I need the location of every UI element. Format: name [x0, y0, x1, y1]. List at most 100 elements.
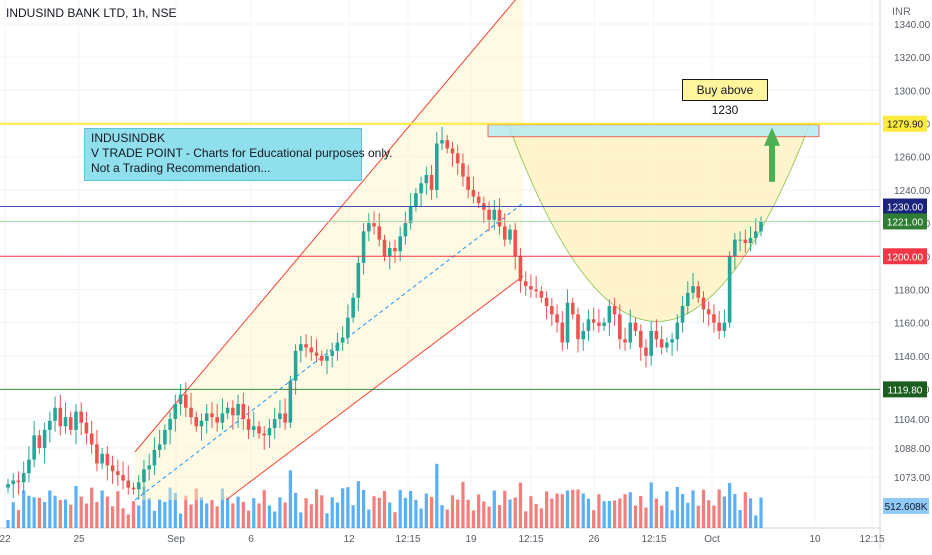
volume-bar	[304, 498, 308, 528]
candle-body	[680, 306, 685, 323]
volume-bar	[717, 489, 721, 528]
volume-bar	[346, 487, 350, 528]
candle-body	[476, 196, 481, 204]
chart-title: INDUSIND BANK LTD, 1h, NSE	[6, 6, 177, 20]
candle-body	[665, 342, 669, 348]
candle-body	[299, 344, 303, 351]
volume-bar	[492, 490, 496, 528]
candle-body	[147, 465, 151, 470]
x-tick-label: 19	[465, 534, 477, 545]
candle-body	[267, 428, 272, 436]
volume-bar	[759, 497, 763, 528]
volume-bar	[22, 490, 26, 528]
candle-body	[257, 426, 261, 434]
candle-body	[581, 330, 586, 340]
candle-body	[309, 347, 314, 353]
y-tick-label: 1160.00	[894, 319, 930, 330]
volume-bar	[565, 490, 570, 528]
volume-bar	[194, 488, 198, 528]
volume-bar	[100, 490, 104, 528]
candle-body	[424, 174, 429, 184]
x-tick-label: 12:15	[641, 534, 666, 545]
volume-bar	[158, 499, 162, 528]
volume-bar	[267, 505, 272, 528]
candle-body	[570, 302, 575, 315]
volume-bar	[226, 497, 230, 528]
candle-body	[753, 231, 758, 239]
volume-bar	[199, 497, 204, 528]
volume-bar	[341, 488, 345, 528]
candle-body	[105, 453, 110, 466]
candle-body	[42, 429, 47, 448]
volume-bar	[482, 501, 486, 528]
volume-bar	[131, 501, 136, 528]
volume-bar	[597, 494, 601, 528]
price-tag-label: 1119.80	[888, 385, 923, 396]
volume-bar	[592, 510, 596, 528]
volume-bar	[503, 490, 507, 528]
volume-bar	[733, 494, 737, 528]
x-tick-label: 12:15	[518, 534, 543, 545]
volume-bar	[545, 491, 549, 528]
volume-bar	[707, 500, 711, 528]
volume-bar	[142, 486, 146, 528]
volume-bar	[58, 500, 62, 528]
candle-body	[560, 322, 565, 343]
candle-body	[11, 480, 16, 485]
volume-bar	[440, 505, 444, 528]
note-annotation[interactable]: INDUSINDBK V TRADE POINT - Charts for Ed…	[84, 128, 392, 181]
price-tag-label: 1200.00	[887, 252, 924, 263]
candle-body	[288, 380, 293, 423]
volume-bar	[497, 505, 502, 528]
candle-body	[696, 286, 701, 298]
candle-body	[591, 319, 596, 323]
x-tick-label: 22	[0, 534, 11, 545]
volume-bar	[184, 495, 188, 528]
candle-body	[89, 433, 94, 445]
candle-body	[555, 314, 559, 323]
candle-body	[712, 314, 716, 323]
price-tag-support	[883, 381, 927, 398]
candle-body	[586, 319, 591, 331]
currency-label: INR	[892, 6, 911, 18]
volume-bar	[691, 490, 695, 528]
volume-bar	[743, 492, 747, 528]
candle-body	[717, 322, 721, 331]
candle-body	[183, 394, 188, 408]
volume-bar	[74, 486, 78, 528]
candle-body	[199, 420, 204, 427]
candle-body	[597, 322, 601, 326]
volume-bar	[738, 510, 742, 528]
candle-body	[502, 226, 507, 240]
x-tick-label: 12	[343, 534, 355, 545]
candle-body	[497, 209, 502, 227]
volume-bar	[623, 494, 627, 528]
volume-bar	[257, 503, 261, 528]
x-tick-label: 26	[588, 534, 600, 545]
x-tick-label: 25	[73, 534, 85, 545]
volume-bar	[294, 492, 298, 528]
candle-body	[194, 417, 199, 427]
candle-body	[27, 459, 31, 474]
candle-body	[173, 404, 178, 419]
candle-body	[189, 407, 193, 418]
note-line: INDUSINDBK	[91, 131, 166, 145]
price-tag-label: 1279.90	[887, 120, 924, 131]
candle-body	[403, 223, 408, 237]
volume-bar	[487, 506, 491, 528]
y-tick-label: 1180.00	[894, 285, 930, 296]
volume-bar	[393, 512, 397, 528]
volume-bar	[43, 502, 47, 528]
candle-body	[654, 330, 659, 340]
buy-annotation[interactable]: Buy above 1230	[682, 79, 768, 117]
candle-body	[523, 281, 528, 287]
candle-body	[283, 413, 287, 423]
candle-body	[644, 347, 648, 356]
volume-bar	[409, 491, 413, 528]
volume-bar	[283, 502, 287, 528]
volume-bar	[231, 503, 235, 528]
candle-body	[550, 306, 554, 315]
candle-body	[272, 419, 277, 429]
